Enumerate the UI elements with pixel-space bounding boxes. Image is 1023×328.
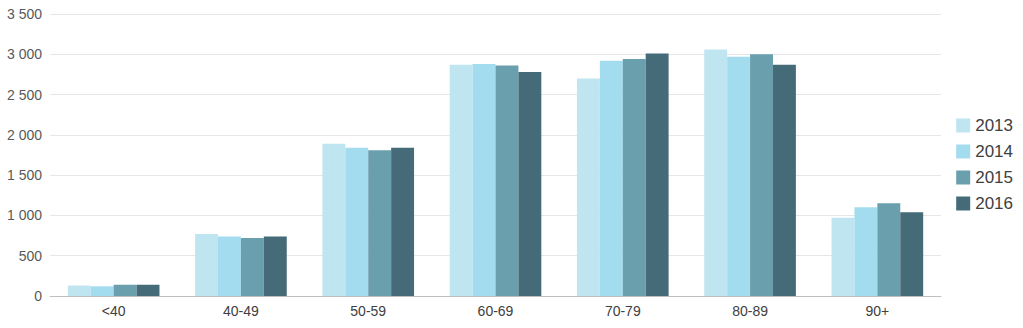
svg-text:40-49: 40-49 xyxy=(223,303,259,319)
svg-text:1 500: 1 500 xyxy=(7,167,42,183)
svg-text:<40: <40 xyxy=(102,303,126,319)
svg-text:3 000: 3 000 xyxy=(7,46,42,62)
svg-text:2 500: 2 500 xyxy=(7,87,42,103)
svg-text:1 000: 1 000 xyxy=(7,207,42,223)
svg-text:2013: 2013 xyxy=(975,116,1013,135)
svg-text:70-79: 70-79 xyxy=(605,303,641,319)
svg-text:2016: 2016 xyxy=(975,194,1013,213)
svg-text:0: 0 xyxy=(34,288,42,304)
svg-text:2 000: 2 000 xyxy=(7,127,42,143)
svg-text:2014: 2014 xyxy=(975,142,1013,161)
svg-text:500: 500 xyxy=(19,248,43,264)
svg-text:80-89: 80-89 xyxy=(732,303,768,319)
svg-text:2015: 2015 xyxy=(975,168,1013,187)
svg-text:60-69: 60-69 xyxy=(478,303,514,319)
svg-text:90+: 90+ xyxy=(865,303,889,319)
svg-text:50-59: 50-59 xyxy=(350,303,386,319)
svg-text:3 500: 3 500 xyxy=(7,6,42,22)
